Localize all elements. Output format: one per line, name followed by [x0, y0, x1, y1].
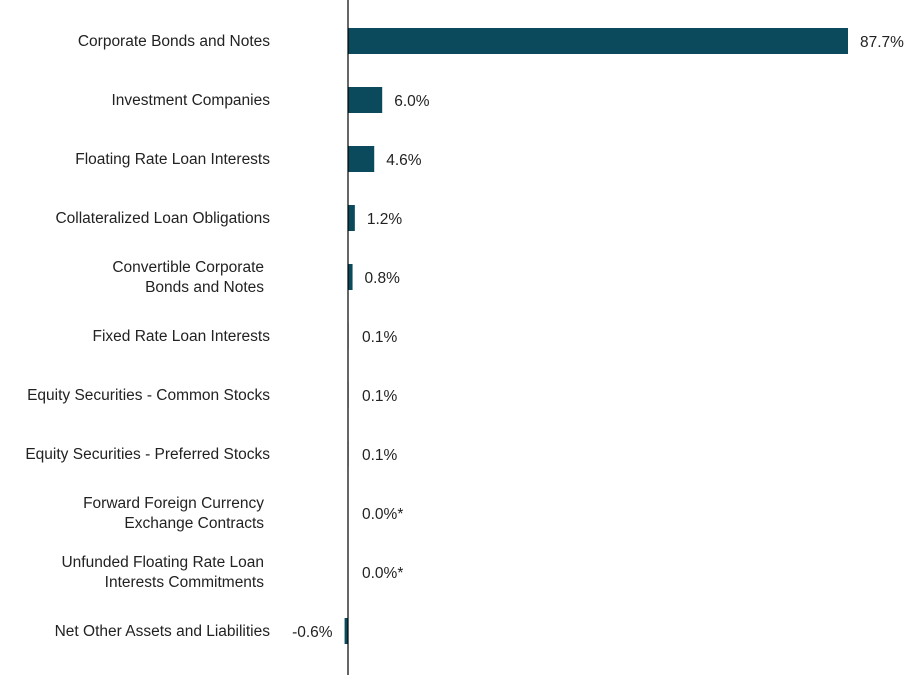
- value-label-2: 4.6%: [386, 152, 422, 169]
- category-label-2: Floating Rate Loan Interests: [75, 151, 270, 168]
- category-label-line: Exchange Contracts: [124, 515, 264, 532]
- value-label-0: 87.7%: [860, 34, 904, 51]
- category-label-line: Unfunded Floating Rate Loan: [61, 554, 264, 571]
- category-label-7: Equity Securities - Preferred Stocks: [25, 446, 270, 463]
- category-label-line: Corporate Bonds and Notes: [78, 33, 270, 50]
- value-label-1: 6.0%: [394, 93, 430, 110]
- category-label-line: Bonds and Notes: [145, 279, 264, 296]
- category-label-6: Equity Securities - Common Stocks: [27, 387, 270, 404]
- category-label-line: Forward Foreign Currency: [83, 495, 264, 512]
- category-label-line: Equity Securities - Common Stocks: [27, 387, 270, 404]
- category-label-line: Net Other Assets and Liabilities: [55, 623, 271, 640]
- bar-1: [348, 87, 383, 113]
- value-label-4: 0.8%: [365, 270, 401, 287]
- category-label-line: Investment Companies: [111, 92, 270, 109]
- bar-0: [348, 28, 848, 54]
- value-labels-group: 87.7% 6.0% 4.6% 1.2% 0.8% 0.1% 0.1% 0.1% 0.0%* 0.…: [292, 34, 904, 641]
- category-label-10: Net Other Assets and Liabilities: [55, 623, 271, 640]
- category-labels-group: Corporate Bonds and Notes Investment Comp…: [25, 33, 270, 640]
- category-label-line: Convertible Corporate: [112, 259, 264, 276]
- category-label-4: Convertible Corporate Bonds and Notes: [112, 259, 264, 296]
- category-label-line: Equity Securities - Preferred Stocks: [25, 446, 270, 463]
- category-label-line: Interests Commitments: [105, 574, 265, 591]
- category-label-5: Fixed Rate Loan Interests: [93, 328, 271, 345]
- value-label-10: -0.6%: [292, 624, 333, 641]
- category-label-line: Fixed Rate Loan Interests: [93, 328, 271, 345]
- bars-group: [344, 28, 848, 644]
- bar-3: [348, 205, 355, 231]
- category-label-0: Corporate Bonds and Notes: [78, 33, 270, 50]
- value-label-5: 0.1%: [362, 329, 398, 346]
- category-label-3: Collateralized Loan Obligations: [55, 210, 270, 227]
- bar-4: [348, 264, 353, 290]
- value-label-7: 0.1%: [362, 447, 398, 464]
- bar-10: [344, 618, 348, 644]
- category-label-1: Investment Companies: [111, 92, 270, 109]
- category-label-9: Unfunded Floating Rate Loan Interests Com…: [61, 554, 264, 591]
- category-label-line: Collateralized Loan Obligations: [55, 210, 270, 227]
- value-label-8: 0.0%*: [362, 506, 403, 523]
- value-label-6: 0.1%: [362, 388, 398, 405]
- bar-2: [348, 146, 375, 172]
- value-label-3: 1.2%: [367, 211, 403, 228]
- category-label-line: Floating Rate Loan Interests: [75, 151, 270, 168]
- value-label-9: 0.0%*: [362, 565, 403, 582]
- category-label-8: Forward Foreign Currency Exchange Contrac…: [83, 495, 264, 532]
